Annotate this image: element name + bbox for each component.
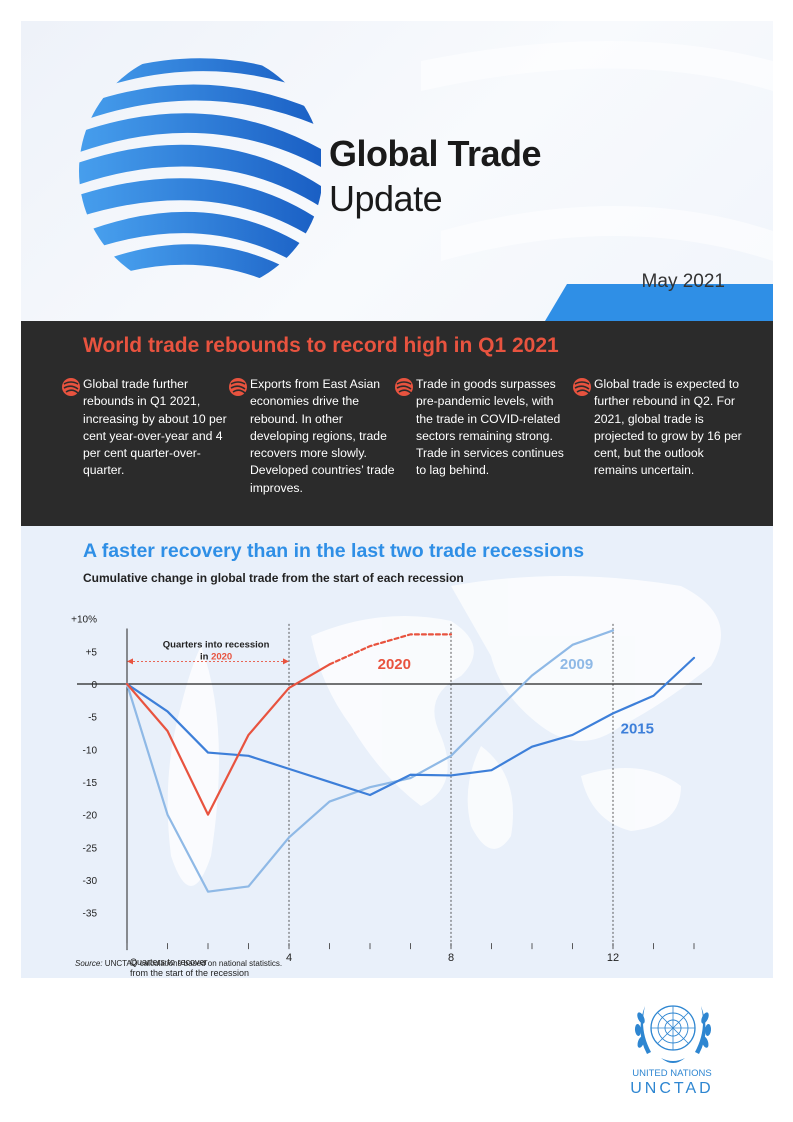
date-tab-shape <box>545 284 773 321</box>
highlight-text: Exports from East Asian economies drive … <box>250 377 395 495</box>
annotation-quarters-to-recover: Quarters to recover <box>130 957 208 967</box>
globe-swoosh-icon <box>573 378 591 396</box>
highlights-panel: World trade rebounds to record high in Q… <box>21 321 773 526</box>
annotation-quarters-into-year: in 2020 <box>200 651 232 662</box>
highlight-text: Global trade further rebounds in Q1 2021… <box>83 377 227 478</box>
series-label-2020: 2020 <box>378 656 411 673</box>
globe-swoosh-icon <box>229 378 247 396</box>
y-tick-label: +10% <box>71 615 97 626</box>
annotation-arrow-left <box>127 658 133 665</box>
un-emblem-icon <box>634 1005 712 1063</box>
report-date: May 2021 <box>641 271 725 292</box>
trade-recession-line-chart: +10% +5 0 -5 -10 -15 -20 -25 -30 -35 4 8 12 2020 2009 2… <box>71 615 702 978</box>
highlight-text: Trade in goods surpasses pre-pandemic le… <box>416 377 564 478</box>
y-tick-label: +5 <box>86 647 98 658</box>
highlight-text: Global trade is expected to further rebo… <box>594 377 742 478</box>
y-tick-label: -5 <box>88 713 97 724</box>
y-tick-label: 0 <box>91 680 97 691</box>
annotation-quarters-into: Quarters into recession <box>163 639 270 650</box>
highlight-item: Exports from East Asian economies drive … <box>229 376 400 497</box>
report-title-sub: Update <box>329 178 443 219</box>
x-tick-label: 12 <box>607 952 619 964</box>
globe-swoosh-icon <box>395 378 413 396</box>
chart-section: A faster recovery than in the last two t… <box>21 526 773 978</box>
chart-subtitle: Cumulative change in global trade from t… <box>83 571 464 585</box>
y-tick-label: -30 <box>83 876 98 887</box>
globe-swoosh-icon <box>62 378 80 396</box>
un-org-name: UNITED NATIONS <box>632 1068 712 1079</box>
un-org-short: UNCTAD <box>630 1080 714 1097</box>
chart-title: A faster recovery than in the last two t… <box>83 540 585 562</box>
report-title-main: Global Trade <box>329 133 542 174</box>
series-line-2020-projection <box>328 633 453 666</box>
y-tick-label: -35 <box>83 909 98 920</box>
y-tick-label: -10 <box>83 745 98 756</box>
annotation-year-2020: 2020 <box>211 651 232 662</box>
x-tick-label: 8 <box>448 952 454 964</box>
series-label-2009: 2009 <box>560 656 593 673</box>
source-text: UNCTAD calculations based on national st… <box>102 959 283 968</box>
series-line-2015 <box>125 656 696 797</box>
highlight-item: Global trade further rebounds in Q1 2021… <box>62 376 233 480</box>
y-tick-label: -20 <box>83 811 98 822</box>
highlight-item: Global trade is expected to further rebo… <box>573 376 744 480</box>
series-line-2020 <box>125 663 331 816</box>
globe-swoosh-logo-icon <box>79 41 773 293</box>
y-tick-label: -15 <box>83 778 98 789</box>
series-label-2015: 2015 <box>621 721 654 738</box>
series-line-2009 <box>125 629 615 893</box>
annotation-arrow-right <box>283 658 289 665</box>
annotation-quarters-to-recover-2: from the start of the recession <box>130 968 249 978</box>
chart-source: Source: UNCTAD calculations based on nat… <box>75 959 282 968</box>
source-label: Source: <box>75 959 103 968</box>
highlights-title: World trade rebounds to record high in Q… <box>83 334 559 357</box>
y-tick-label: -25 <box>83 843 98 854</box>
hero-header: Global Trade Update <box>21 21 773 321</box>
highlight-item: Trade in goods surpasses pre-pandemic le… <box>395 376 566 480</box>
x-tick-label: 4 <box>286 952 292 964</box>
